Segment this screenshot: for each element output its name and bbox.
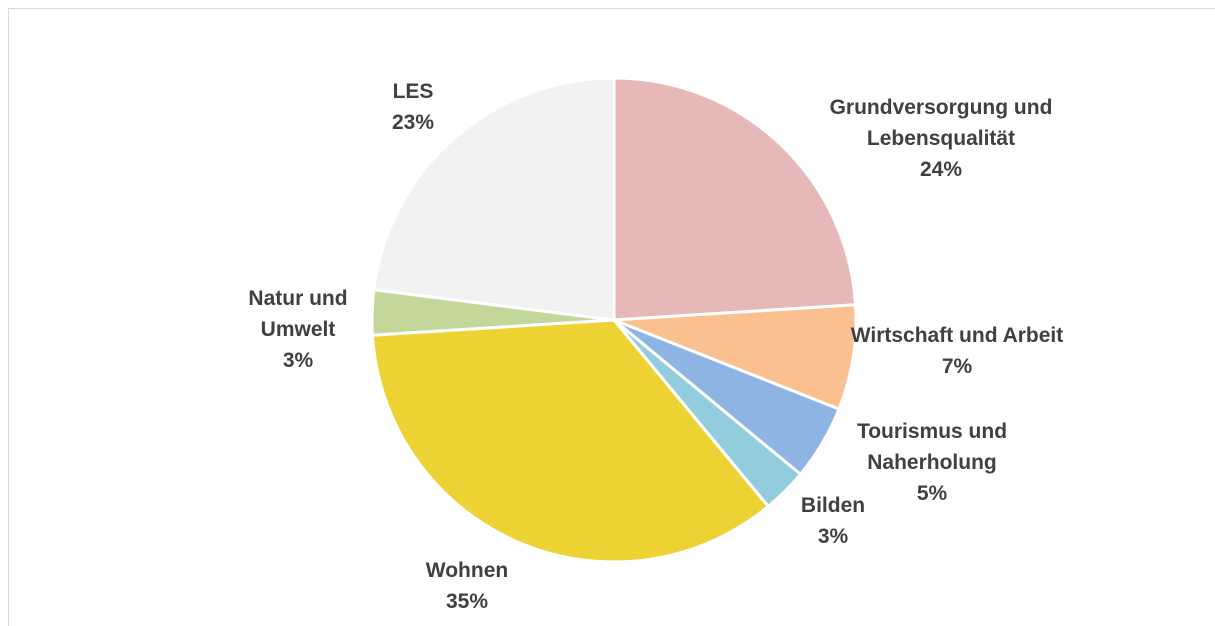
value-label: 7% <box>941 355 973 378</box>
category-label: Natur und Umwelt <box>248 287 348 341</box>
slice-label: Wirtschaft und Arbeit 7% <box>847 320 1067 382</box>
category-label: Grundversorgung und Lebensqualität <box>829 96 1053 150</box>
frame <box>8 8 1215 626</box>
slice-label: Grundversorgung und Lebensqualität 24% <box>776 92 1106 185</box>
pie-slice <box>372 76 616 322</box>
value-label: 3% <box>817 525 849 548</box>
slice-label: LES 23% <box>353 76 473 138</box>
category-label: Wohnen <box>425 559 509 582</box>
slice-label: Natur und Umwelt 3% <box>223 283 373 376</box>
value-label: 3% <box>282 349 314 372</box>
slice-label: Tourismus und Naherholung 5% <box>822 416 1042 509</box>
slice-label: Wohnen 35% <box>387 555 547 617</box>
value-label: 23% <box>391 111 435 134</box>
pie-slice <box>370 318 771 564</box>
value-label: 24% <box>919 158 963 181</box>
value-label: 35% <box>445 590 489 613</box>
category-label: Tourismus und Naherholung <box>856 420 1008 474</box>
pie-slice <box>612 76 858 322</box>
value-label: 5% <box>916 482 948 505</box>
category-label: Wirtschaft und Arbeit <box>850 324 1064 347</box>
category-label: Bilden <box>800 494 866 517</box>
slice-label: Bilden 3% <box>773 490 893 552</box>
pie-slice <box>613 303 858 412</box>
category-label: LES <box>392 80 434 103</box>
